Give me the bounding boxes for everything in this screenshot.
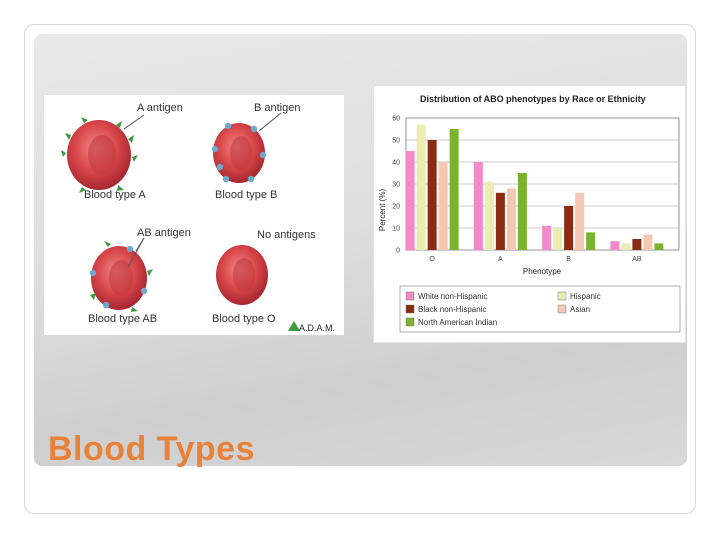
legend-frame [399,285,681,333]
chart-title: Distribution of ABO phenotypes by Race o… [420,94,646,104]
no-antigens-label: No antigens [257,229,316,241]
bar [405,151,415,250]
blood-type-ab-label: Blood type AB [88,313,157,325]
legend-swatch [557,291,567,301]
bar [586,232,596,250]
y-tick-label: 20 [392,204,400,211]
legend-label: Asian [570,305,590,314]
y-tick-label: 50 [392,138,400,145]
bar [495,192,505,250]
bar [416,124,426,250]
x-tick-label: O [429,256,435,263]
antigen-illustration: A antigen Blood type A B antigen Blood t… [61,102,335,333]
x-tick-label: A [498,256,503,263]
legend-label: Hispanic [570,292,601,301]
bar [427,140,437,250]
bar [643,234,653,250]
chart-legend: White non-Hispanic Hispanic Black non-Hisp… [399,285,681,333]
bar [575,192,585,250]
chart-canvas: Distribution of ABO phenotypes by Race o… [378,94,681,333]
blood-cell-o [216,245,268,305]
ab-antigen-label: AB antigen [137,227,191,239]
a-antigen-label: A antigen [137,102,183,114]
bar [542,225,552,250]
blood-type-b-label: Blood type B [215,189,277,201]
x-tick-label: AB [632,256,642,263]
bar [484,181,494,250]
antigen-figure: A antigen Blood type A B antigen Blood t… [44,95,344,335]
legend-label: White non-Hispanic [418,292,487,301]
chart-y-axis-label: Percent (%) [378,189,387,232]
bar [438,162,448,250]
bar [517,173,527,250]
slide-title: Blood Types [48,430,255,468]
adam-watermark-text: A.D.A.M. [299,323,335,333]
y-tick-label: 60 [392,116,400,123]
adam-logo: A.D.A.M. [288,321,335,333]
y-tick-label: 10 [392,226,400,233]
legend-swatch [405,317,415,327]
legend-label: Black non-Hispanic [418,305,486,314]
bar [564,206,574,250]
blood-cell-b [211,122,267,183]
blood-type-a-label: Blood type A [84,189,146,201]
chart-x-axis-label: Phenotype [523,267,562,276]
y-tick-label: 30 [392,182,400,189]
blood-cell-ab [89,241,153,312]
bar [553,228,563,250]
bar [473,162,483,250]
y-tick-label: 40 [392,160,400,167]
bar [632,239,642,250]
bar [506,188,516,250]
bar [610,241,620,250]
bar [654,243,664,250]
abo-distribution-chart: Distribution of ABO phenotypes by Race o… [374,86,685,342]
blood-cell-a [61,117,138,193]
b-antigen-label: B antigen [254,102,300,114]
bar [449,129,459,250]
chart-bars [405,124,664,250]
legend-swatch [405,291,415,301]
y-tick-label: 0 [396,248,400,255]
legend-swatch [557,304,567,314]
x-tick-label: B [566,256,571,263]
legend-swatch [405,304,415,314]
blood-type-o-label: Blood type O [212,313,276,325]
bar [621,243,631,250]
legend-label: North American Indian [418,318,497,327]
